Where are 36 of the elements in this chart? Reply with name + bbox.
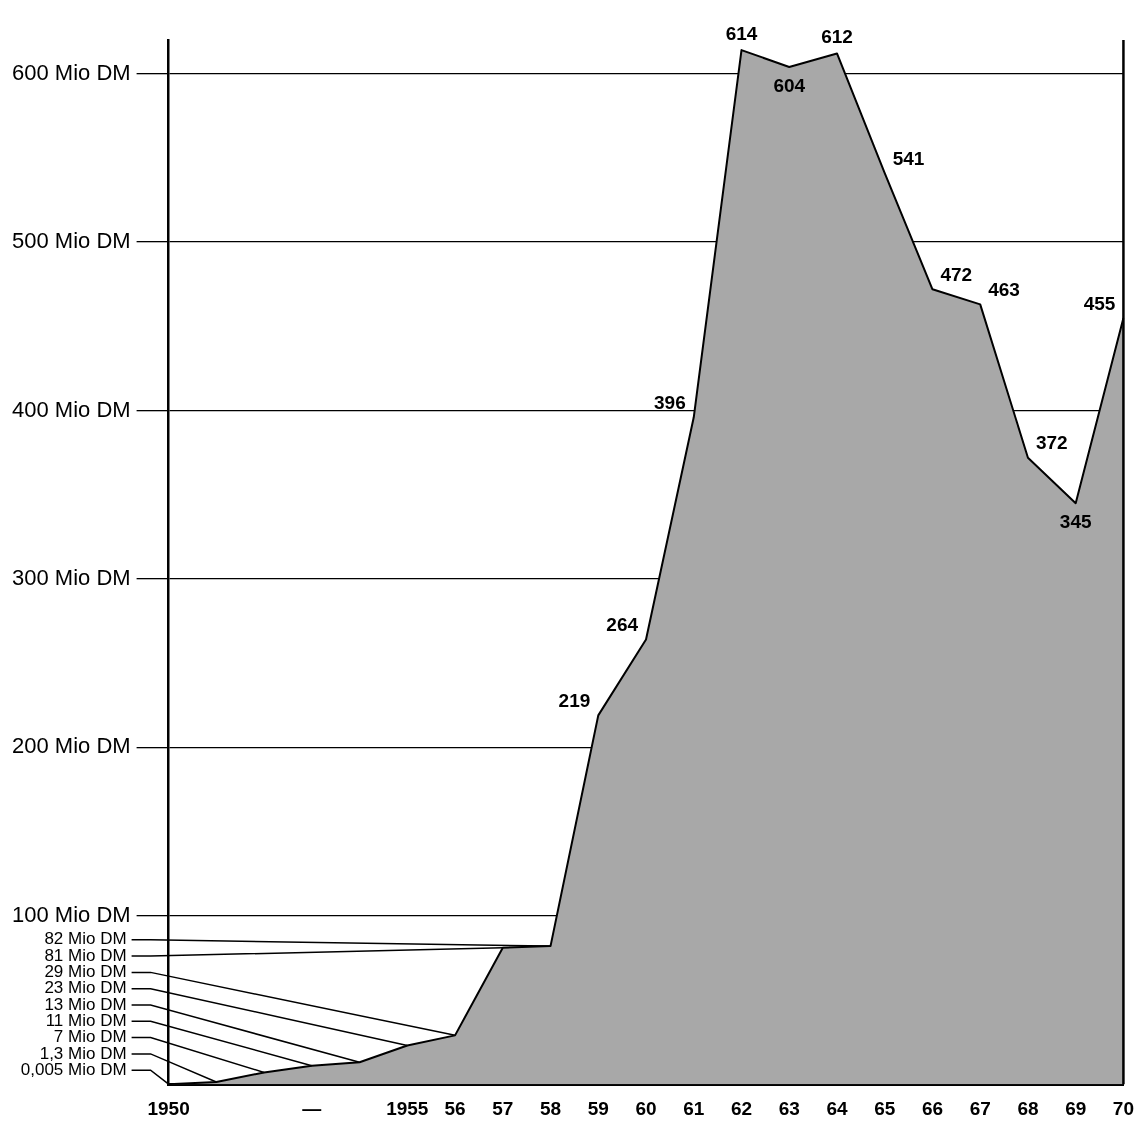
data-label: 345	[1059, 510, 1092, 532]
x-tick-label: 57	[492, 1097, 514, 1119]
data-label: 541	[892, 147, 925, 169]
x-tick-label: 69	[1065, 1097, 1087, 1119]
x-tick-label: 62	[730, 1097, 753, 1119]
x-tick-label: 1950	[147, 1097, 190, 1119]
x-tick-label: 67	[969, 1097, 991, 1119]
x-tick-label: 63	[778, 1097, 800, 1119]
data-label: 463	[988, 279, 1020, 301]
data-label: 612	[821, 26, 853, 48]
x-tick-label: —	[302, 1097, 322, 1119]
data-label: 614	[725, 22, 758, 44]
x-tick-label: 70	[1112, 1097, 1134, 1119]
x-tick-label: 66	[921, 1097, 944, 1119]
y-tick-label: 600 Mio DM	[12, 59, 131, 85]
data-label: 604	[773, 74, 806, 96]
data-label: 264	[606, 614, 639, 636]
x-tick-label: 64	[826, 1097, 848, 1119]
y-tick-label: 400 Mio DM	[12, 396, 131, 422]
data-label: 372	[1035, 432, 1068, 454]
y-tick-label: 500 Mio DM	[12, 228, 131, 254]
x-tick-label: 56	[444, 1097, 466, 1119]
x-tick-label: 59	[587, 1097, 609, 1119]
x-tick-label: 65	[874, 1097, 896, 1119]
x-tick-label: 68	[1017, 1097, 1039, 1119]
x-tick-label: 61	[683, 1097, 705, 1119]
x-tick-label: 58	[539, 1097, 562, 1119]
y-tick-label: 100 Mio DM	[12, 901, 131, 927]
x-tick-label: 60	[635, 1097, 657, 1119]
y-tick-label: 300 Mio DM	[12, 565, 131, 590]
data-label: 219	[558, 690, 591, 712]
y-tick-label: 200 Mio DM	[12, 733, 131, 759]
x-tick-label: 1955	[386, 1097, 429, 1119]
data-label: 455	[1083, 292, 1116, 314]
data-label: 472	[940, 264, 973, 285]
data-label: 396	[654, 391, 686, 413]
